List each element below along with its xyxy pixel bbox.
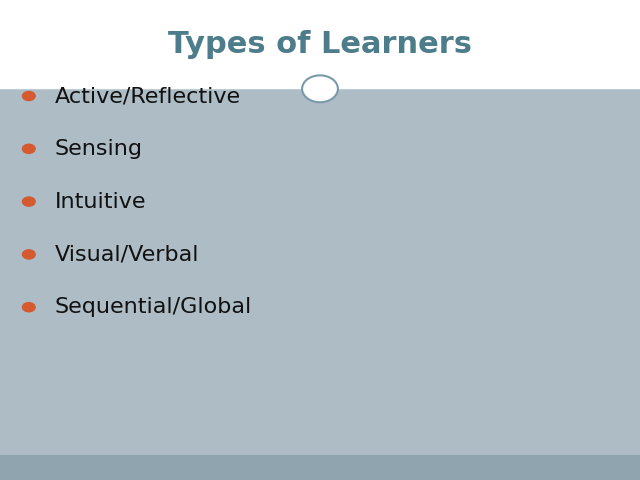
FancyBboxPatch shape	[0, 0, 640, 89]
Text: Sequential/Global: Sequential/Global	[54, 297, 252, 317]
Text: Active/Reflective: Active/Reflective	[54, 86, 241, 106]
FancyBboxPatch shape	[0, 455, 640, 480]
Circle shape	[22, 91, 36, 101]
Text: Intuitive: Intuitive	[54, 192, 146, 212]
Circle shape	[302, 75, 338, 102]
Circle shape	[22, 302, 36, 312]
Text: Types of Learners: Types of Learners	[168, 30, 472, 59]
Text: Sensing: Sensing	[54, 139, 143, 159]
Text: Visual/Verbal: Visual/Verbal	[54, 244, 199, 264]
Circle shape	[22, 144, 36, 154]
Circle shape	[22, 249, 36, 260]
Circle shape	[22, 196, 36, 207]
